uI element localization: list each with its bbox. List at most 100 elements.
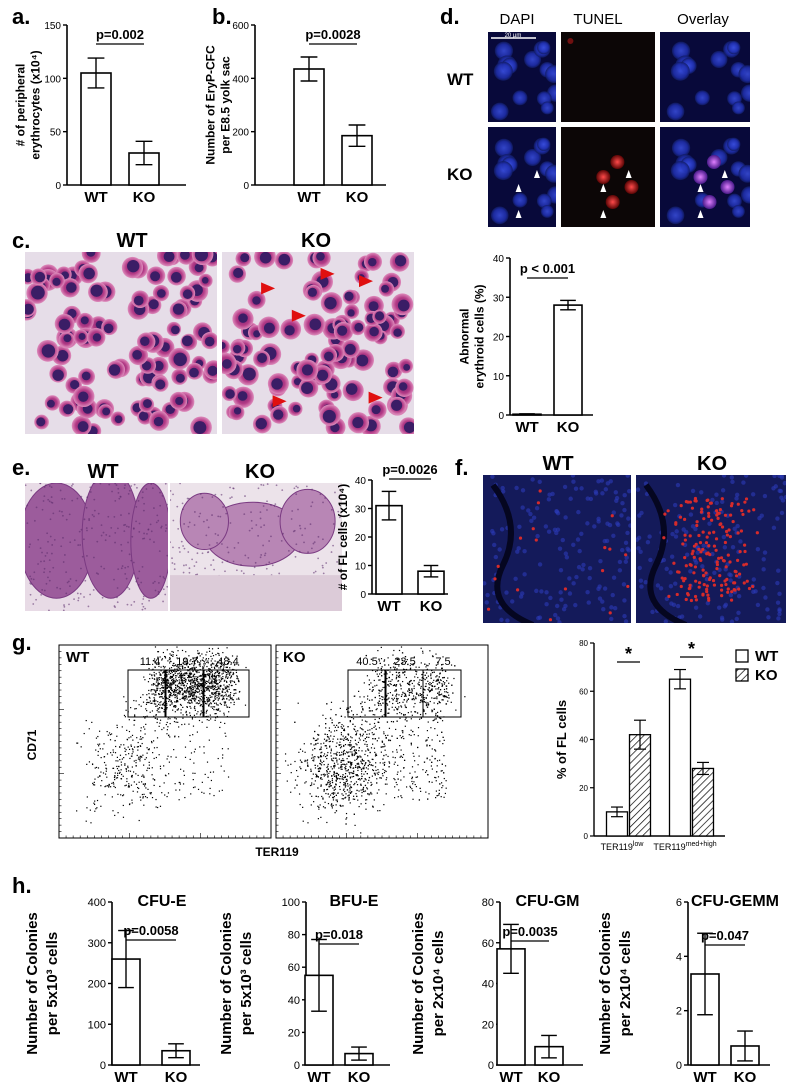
cell-dot (157, 582, 160, 584)
event-dot (336, 801, 338, 803)
event-dot (379, 690, 381, 692)
event-dot (408, 688, 410, 690)
event-dot (182, 717, 184, 719)
nucleus-dot (546, 529, 552, 534)
event-dot (132, 771, 135, 773)
cell-dot (77, 597, 80, 599)
d-row-label-ko: KO (447, 165, 473, 184)
nucleus (352, 417, 364, 429)
gate (127, 669, 166, 718)
event-dot (142, 783, 144, 785)
event-dot (167, 680, 170, 682)
cell-dot (60, 545, 63, 548)
cell-dot (137, 583, 140, 586)
positive-cell (682, 579, 686, 583)
positive-cell (726, 590, 730, 594)
event-dot (96, 799, 99, 802)
event-dot (349, 721, 351, 723)
cell-dot (196, 552, 199, 555)
event-dot (180, 680, 182, 682)
event-dot (311, 757, 313, 759)
event-dot (320, 760, 322, 762)
event-dot (225, 656, 227, 658)
nucleus-dot (597, 584, 602, 589)
cell-dot (83, 518, 86, 521)
event-dot (189, 674, 191, 676)
event-dot (193, 699, 196, 701)
event-dot (111, 754, 113, 756)
cell-dot (41, 508, 44, 511)
nucleus-dot (621, 582, 627, 587)
event-dot (224, 688, 227, 690)
event-dot (187, 696, 189, 698)
nucleus-dot (637, 565, 642, 571)
event-dot (155, 713, 157, 716)
cell-dot (257, 487, 260, 490)
nucleus (114, 415, 123, 424)
event-dot (346, 780, 348, 782)
event-dot (284, 753, 287, 755)
event-dot (186, 690, 188, 692)
nucleus-dot (553, 612, 558, 618)
nucleus (52, 277, 61, 286)
nucleus (148, 299, 159, 310)
event-dot (439, 682, 441, 684)
event-dot (162, 681, 164, 683)
event-dot (398, 665, 400, 667)
event-dot (207, 685, 209, 687)
event-dot (214, 695, 216, 698)
event-dot (124, 716, 126, 718)
arrowhead-icon (600, 210, 607, 218)
event-dot (163, 670, 165, 672)
event-dot (340, 754, 342, 756)
event-dot (424, 771, 427, 773)
event-dot (221, 673, 223, 675)
event-dot (173, 689, 175, 691)
cell-dot (195, 561, 198, 564)
event-dot (347, 726, 349, 728)
event-dot (380, 690, 382, 692)
nucleus (153, 360, 164, 371)
event-dot (198, 653, 200, 655)
event-dot (201, 701, 204, 703)
event-dot (150, 690, 152, 692)
event-dot (402, 753, 405, 756)
cell-dot (181, 502, 184, 505)
event-dot (304, 759, 306, 761)
event-dot (335, 804, 337, 806)
event-dot (187, 662, 189, 664)
event-dot (414, 676, 416, 678)
event-dot (141, 775, 143, 777)
event-dot (372, 669, 374, 672)
cell-dot (43, 567, 46, 570)
cell-dot (159, 575, 162, 578)
event-dot (411, 688, 413, 690)
positive-cell (608, 547, 612, 551)
event-dot (145, 787, 147, 789)
event-dot (349, 766, 352, 769)
positive-cell (683, 556, 687, 560)
event-dot (393, 709, 395, 711)
event-dot (187, 670, 189, 672)
event-dot (420, 699, 422, 701)
event-dot (442, 695, 444, 697)
event-dot (346, 708, 348, 711)
event-dot (103, 756, 106, 758)
cell-dot (117, 527, 119, 530)
event-dot (378, 692, 380, 694)
event-dot (85, 719, 87, 722)
event-dot (197, 788, 200, 791)
nucleus-dot (668, 570, 673, 575)
event-dot (217, 709, 219, 711)
nucleus-dot (670, 531, 675, 537)
nucleus (368, 301, 379, 312)
event-dot (168, 734, 170, 736)
event-dot (332, 741, 334, 743)
event-dot (383, 746, 385, 748)
event-dot (328, 779, 330, 782)
event-dot (364, 763, 366, 765)
event-dot (162, 672, 164, 674)
event-dot (119, 758, 121, 761)
cell-dot (84, 579, 87, 582)
positive-cell (675, 592, 679, 597)
